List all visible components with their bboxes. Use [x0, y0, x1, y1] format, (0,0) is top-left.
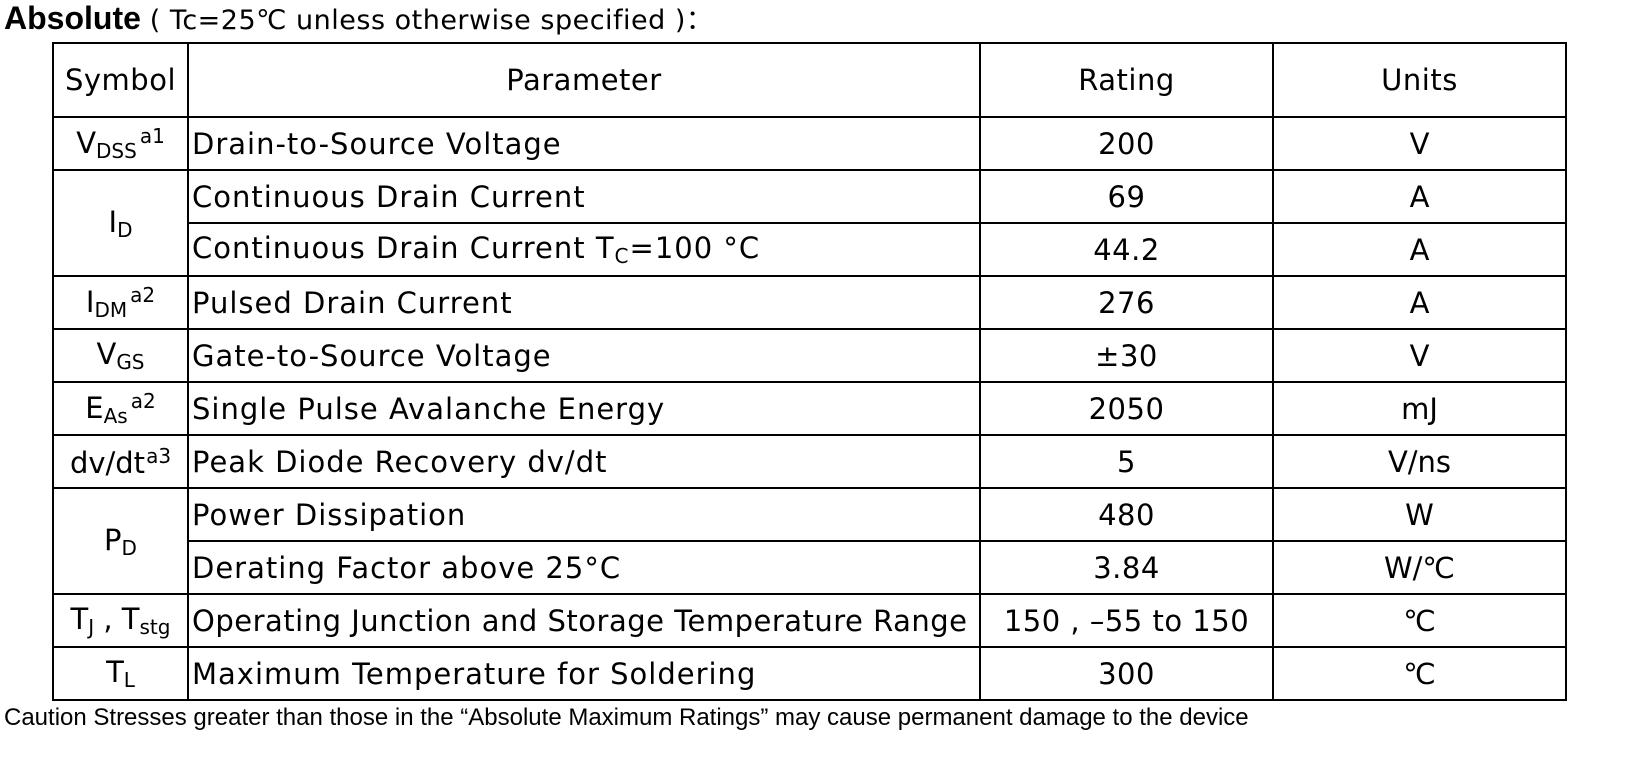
unit-cell: V/ns	[1272, 434, 1567, 489]
symbol-note: a2	[130, 283, 156, 307]
symbol-cell: ID	[52, 169, 189, 277]
table-row: PD Power Dissipation 480 W	[52, 487, 1567, 595]
symbol-sub: J	[88, 615, 95, 639]
table-row: TL Maximum Temperature for Soldering 300…	[52, 646, 1567, 701]
symbol-sub: As	[103, 404, 128, 428]
parameter-cell: Continuous Drain Current	[187, 169, 981, 224]
rating-cell: 44.2	[979, 222, 1274, 277]
rating-cell: 480	[979, 487, 1274, 542]
header-rating: Rating	[979, 42, 1274, 118]
unit-cell: A	[1272, 275, 1567, 330]
rating-cell: 69	[979, 169, 1274, 224]
rating-cell: ±30	[979, 328, 1274, 383]
symbol-note: a1	[139, 124, 165, 148]
parameter-cell: Gate-to-Source Voltage	[187, 328, 981, 383]
symbol-sub: DSS	[96, 139, 137, 163]
symbol-sub2: stg	[139, 615, 171, 639]
table-row: ID Continuous Drain Current 69 A	[52, 169, 1567, 277]
parameter-cell: Pulsed Drain Current	[187, 275, 981, 330]
table-row: Continuous Drain Current TC=100 °C 44.2 …	[53, 222, 1567, 277]
table-row: TJ , Tstg Operating Junction and Storage…	[52, 593, 1567, 648]
header-units: Units	[1272, 42, 1567, 118]
parameter-cell: Operating Junction and Storage Temperatu…	[187, 593, 981, 648]
symbol-cell: dv/dta3	[52, 434, 189, 489]
symbol-note: a2	[130, 389, 156, 413]
rating-cell: 3.84	[979, 540, 1274, 595]
symbol-cell: VDSSa1	[52, 116, 189, 171]
symbol-main: V	[96, 337, 117, 371]
unit-cell: W	[1272, 487, 1567, 542]
table-row: dv/dta3 Peak Diode Recovery dv/dt 5 V/ns	[52, 434, 1567, 489]
rating-cell: 150 , –55 to 150	[979, 593, 1274, 648]
symbol-sub: D	[121, 535, 137, 560]
unit-cell: ℃	[1272, 646, 1567, 701]
symbol-cell: TL	[52, 646, 189, 701]
rating-cell: 276	[979, 275, 1274, 330]
parameter-cell: Drain-to-Source Voltage	[187, 116, 981, 171]
symbol-main: I	[108, 204, 118, 239]
symbol-cell: TJ , Tstg	[52, 593, 189, 648]
parameter-main: Continuous Drain Current T	[192, 231, 615, 265]
parameter-tail: =100 °C	[629, 231, 761, 265]
table-row: EAsa2 Single Pulse Avalanche Energy 2050…	[52, 381, 1567, 436]
symbol-cell: EAsa2	[52, 381, 189, 436]
symbol-mid: , T	[94, 602, 140, 636]
table-row: VGS Gate-to-Source Voltage ±30 V	[52, 328, 1567, 383]
symbol-sub: DM	[94, 298, 128, 322]
symbol-note: a3	[146, 443, 172, 468]
rating-cell: 200	[979, 116, 1274, 171]
unit-cell: V	[1272, 328, 1567, 383]
symbol-main: I	[85, 285, 95, 319]
symbol-cell: IDMa2	[52, 275, 189, 330]
symbol-main: V	[76, 126, 97, 160]
heading-condition: ( Tc=25℃ unless otherwise specified )：	[149, 5, 714, 36]
parameter-cell: Single Pulse Avalanche Energy	[187, 381, 981, 436]
table-header-row: Symbol Parameter Rating Units	[52, 42, 1567, 118]
parameter-cell: Power Dissipation	[187, 487, 981, 542]
symbol-main: E	[85, 391, 104, 425]
rating-cell: 2050	[979, 381, 1274, 436]
rating-cell: 5	[979, 434, 1274, 489]
symbol-main: T	[70, 602, 89, 636]
parameter-cell: Maximum Temperature for Soldering	[187, 646, 981, 701]
symbol-sub: GS	[116, 350, 145, 374]
parameter-cell: Derating Factor above 25°C	[187, 540, 981, 595]
unit-cell: A	[1272, 169, 1567, 224]
absolute-ratings-table: Symbol Parameter Rating Units VDSSa1 Dra…	[52, 42, 1567, 701]
symbol-sub: D	[117, 217, 133, 242]
header-parameter: Parameter	[187, 42, 981, 118]
section-heading: Absolute ( Tc=25℃ unless otherwise speci…	[4, 0, 713, 36]
caution-note: Caution Stresses greater than those in t…	[4, 704, 1249, 731]
unit-cell: mJ	[1272, 381, 1567, 436]
parameter-cell: Peak Diode Recovery dv/dt	[187, 434, 981, 489]
unit-cell: V	[1272, 116, 1567, 171]
unit-cell: ℃	[1272, 593, 1567, 648]
header-symbol: Symbol	[52, 42, 189, 118]
unit-cell: A	[1272, 222, 1567, 277]
symbol-main: dv/dt	[69, 445, 146, 480]
parameter-cell: Continuous Drain Current TC=100 °C	[187, 222, 981, 277]
heading-bold: Absolute	[4, 0, 141, 36]
table-row: VDSSa1 Drain-to-Source Voltage 200 V	[52, 116, 1567, 171]
table-row: Derating Factor above 25°C 3.84 W/℃	[53, 540, 1567, 595]
symbol-cell: PD	[52, 487, 189, 595]
table-row: IDMa2 Pulsed Drain Current 276 A	[52, 275, 1567, 330]
symbol-main: P	[104, 522, 122, 557]
rating-cell: 300	[979, 646, 1274, 701]
symbol-main: T	[106, 655, 124, 689]
symbol-sub: L	[123, 668, 135, 692]
symbol-cell: VGS	[52, 328, 189, 383]
parameter-sub: C	[614, 244, 630, 268]
unit-cell: W/℃	[1272, 540, 1567, 595]
